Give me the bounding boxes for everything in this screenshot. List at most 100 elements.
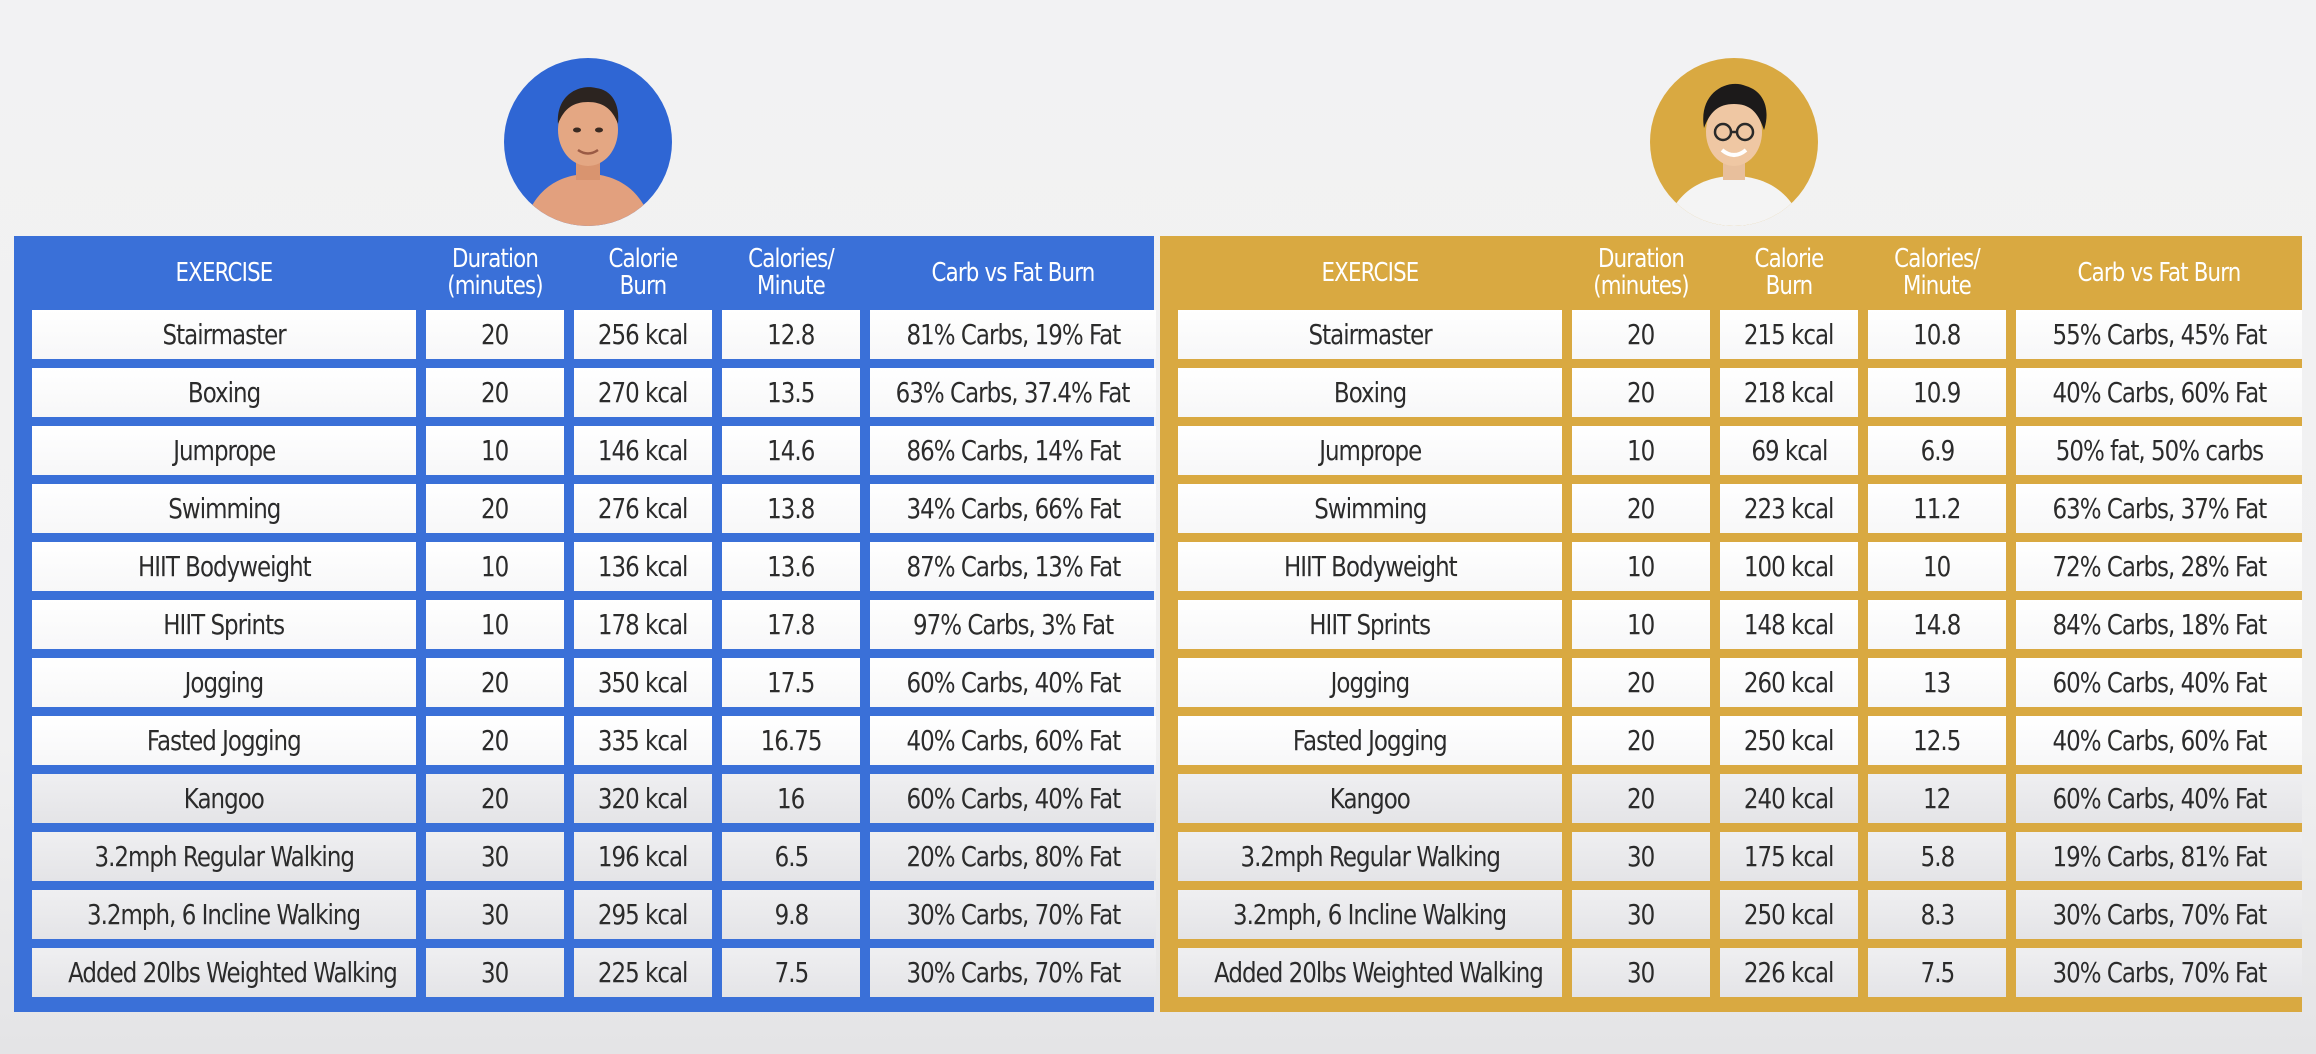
calories-per-minute-cell-text: 11.2 (1913, 492, 1961, 525)
table-row: HIIT Bodyweight 10 100 kcal 10 72% Carbs, 28… (1178, 542, 2302, 591)
calorie-burn-cell-text: 69 kcal (1750, 434, 1828, 467)
carb-fat-cell: 72% Carbs, 28% Fat (2016, 542, 2302, 591)
duration-cell: 10 (1572, 600, 1710, 649)
carb-fat-cell-text: 30% Carbs, 70% Fat (906, 898, 1121, 931)
duration-cell-text: 20 (481, 724, 509, 757)
calorie-burn-cell: 295 kcal (574, 890, 712, 939)
calorie-burn-cell-text: 100 kcal (1744, 550, 1835, 583)
duration-cell-text: 10 (481, 434, 509, 467)
duration-cell-text: 20 (481, 492, 509, 525)
exercise-cell-text: Swimming (1313, 492, 1427, 525)
exercise-cell: 3.2mph Regular Walking (32, 832, 416, 881)
carb-fat-cell-text: 55% Carbs, 45% Fat (2052, 318, 2267, 351)
exercise-cell: HIIT Bodyweight (1178, 542, 1562, 591)
calories-per-minute-cell-text: 16.75 (760, 724, 823, 757)
table-row: Kangoo 20 240 kcal 12 60% Carbs, 40% Fat (1178, 774, 2302, 823)
duration-header: Duration (minutes) (447, 244, 543, 301)
calories-per-minute-cell: 17.8 (722, 600, 860, 649)
exercise-cell-text: Swimming (167, 492, 281, 525)
duration-cell-text: 20 (1627, 782, 1655, 815)
calories-per-minute-cell-text: 13.5 (767, 376, 815, 409)
duration-cell: 30 (426, 832, 564, 881)
duration-cell-text: 20 (481, 318, 509, 351)
calorie-burn-cell-text: 175 kcal (1744, 840, 1835, 873)
table-row: Jumprope 10 69 kcal 6.9 50% fat, 50% carbs (1178, 426, 2302, 475)
calorie-burn-cell: 148 kcal (1720, 600, 1858, 649)
calorie-burn-cell: 225 kcal (574, 948, 712, 997)
carb-fat-cell: 30% Carbs, 70% Fat (870, 948, 1156, 997)
carb-fat-cell-text: 30% Carbs, 70% Fat (2052, 956, 2267, 989)
duration-cell-text: 20 (481, 782, 509, 815)
calorie-burn-cell-text: 178 kcal (598, 608, 689, 641)
carb-fat-cell-text: 40% Carbs, 60% Fat (906, 724, 1121, 757)
table-row: Fasted Jogging 20 250 kcal 12.5 40% Carbs, 6… (1178, 716, 2302, 765)
calorie-burn-cell: 218 kcal (1720, 368, 1858, 417)
calorie-burn-cell-text: 250 kcal (1744, 724, 1835, 757)
exercise-cell-text: Boxing (187, 376, 261, 409)
table-row: 3.2mph Regular Walking 30 175 kcal 5.8 19% C… (1178, 832, 2302, 881)
calories-per-minute-cell: 10 (1868, 542, 2006, 591)
calories-per-minute-cell: 8.3 (1868, 890, 2006, 939)
calories-per-minute-cell-text: 5.8 (1920, 840, 1955, 873)
carb-fat-cell: 40% Carbs, 60% Fat (2016, 716, 2302, 765)
exercise-cell-text: 3.2mph Regular Walking (94, 840, 354, 873)
calories-per-minute-cell: 7.5 (1868, 948, 2006, 997)
carb-fat-cell-text: 50% fat, 50% carbs (2055, 434, 2263, 467)
left-exercise-table: EXERCISE Duration (minutes) Calorie Burn C… (22, 236, 1166, 1006)
duration-cell-text: 20 (1627, 376, 1655, 409)
duration-cell: 30 (426, 948, 564, 997)
duration-cell-text: 10 (1627, 550, 1655, 583)
exercise-cell: Stairmaster (32, 310, 416, 359)
person-avatar-icon (504, 58, 672, 226)
calories-per-minute-cell: 6.5 (722, 832, 860, 881)
right-person-avatar (1650, 58, 1818, 226)
calorie-burn-cell: 215 kcal (1720, 310, 1858, 359)
duration-cell-text: 30 (1627, 898, 1655, 931)
duration-cell: 30 (426, 890, 564, 939)
carb-fat-cell-text: 63% Carbs, 37% Fat (2052, 492, 2267, 525)
calories-per-minute-cell: 6.9 (1868, 426, 2006, 475)
calorie-burn-cell: 250 kcal (1720, 890, 1858, 939)
calorie-burn-cell-text: 136 kcal (598, 550, 689, 583)
carb-fat-cell-text: 60% Carbs, 40% Fat (2052, 666, 2267, 699)
calories-per-minute-cell-text: 6.5 (774, 840, 809, 873)
calorie-burn-cell: 350 kcal (574, 658, 712, 707)
exercise-cell-text: Kangoo (1329, 782, 1411, 815)
carb-fat-cell: 86% Carbs, 14% Fat (870, 426, 1156, 475)
calorie-burn-cell-text: 256 kcal (598, 318, 689, 351)
carb-fat-cell: 60% Carbs, 40% Fat (2016, 658, 2302, 707)
calories-per-minute-cell: 13.8 (722, 484, 860, 533)
carb-fat-cell: 20% Carbs, 80% Fat (870, 832, 1156, 881)
calorie-burn-cell-text: 226 kcal (1744, 956, 1835, 989)
duration-cell-text: 30 (481, 840, 509, 873)
exercise-cell-text: HIIT Sprints (163, 608, 286, 641)
calories-per-minute-cell-text: 13.8 (767, 492, 815, 525)
duration-cell: 30 (1572, 948, 1710, 997)
exercise-cell: Stairmaster (1178, 310, 1562, 359)
duration-cell: 20 (1572, 484, 1710, 533)
calories-per-minute-header: Calories/Minute (1894, 244, 1980, 301)
calories-per-minute-header: Calories/Minute (748, 244, 834, 301)
carb-fat-cell: 40% Carbs, 60% Fat (2016, 368, 2302, 417)
calories-per-minute-cell-text: 14.8 (1913, 608, 1961, 641)
exercise-cell-text: Jogging (184, 666, 265, 699)
calorie-burn-cell-text: 260 kcal (1744, 666, 1835, 699)
calories-per-minute-cell-text: 8.3 (1920, 898, 1955, 931)
calories-per-minute-cell-text: 7.5 (1920, 956, 1955, 989)
carb-fat-cell-text: 40% Carbs, 60% Fat (2052, 724, 2267, 757)
calorie-burn-cell-text: 196 kcal (598, 840, 689, 873)
calories-per-minute-cell-text: 10 (1923, 550, 1951, 583)
carb-fat-cell-text: 19% Carbs, 81% Fat (2052, 840, 2267, 873)
duration-cell-text: 20 (1627, 666, 1655, 699)
calorie-burn-cell: 175 kcal (1720, 832, 1858, 881)
calories-per-minute-cell: 13 (1868, 658, 2006, 707)
exercise-cell-text: Added 20lbs Weighted Walking (1214, 956, 1544, 989)
calories-per-minute-cell: 12.8 (722, 310, 860, 359)
carb-fat-cell: 40% Carbs, 60% Fat (870, 716, 1156, 765)
calorie-burn-cell-text: 276 kcal (598, 492, 689, 525)
duration-cell: 20 (1572, 368, 1710, 417)
duration-cell-text: 10 (481, 608, 509, 641)
exercise-cell: Swimming (1178, 484, 1562, 533)
calorie-burn-cell: 196 kcal (574, 832, 712, 881)
exercise-cell: Jumprope (1178, 426, 1562, 475)
